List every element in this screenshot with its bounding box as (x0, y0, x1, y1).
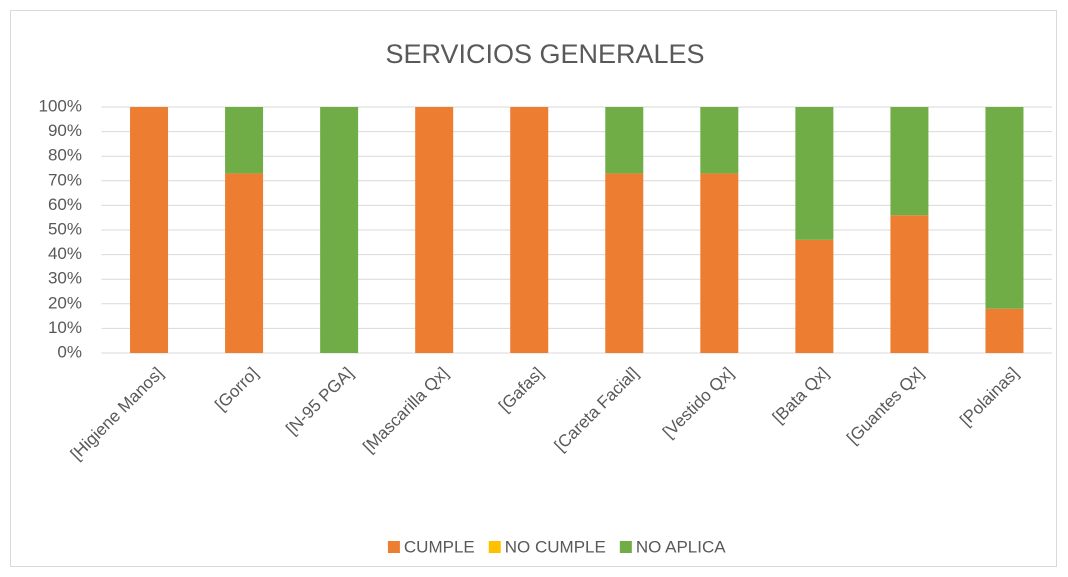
legend-swatch (387, 541, 400, 553)
y-tick-label: 40% (48, 244, 82, 263)
bar-segment (795, 107, 834, 240)
legend-label: NO CUMPLE (505, 537, 606, 556)
legend-swatch (619, 541, 632, 553)
bar-segment (985, 308, 1024, 353)
bar-segment (225, 107, 264, 174)
y-tick-label: 80% (48, 146, 82, 165)
bar-segment (510, 107, 549, 353)
bar-segment (890, 215, 929, 353)
bar-segment (605, 107, 644, 174)
bar-segment (130, 107, 169, 353)
bar-segment (700, 107, 739, 174)
bar-segment (605, 173, 644, 353)
bar-segment (795, 239, 834, 353)
y-tick-label: 90% (48, 121, 82, 140)
y-tick-label: 0% (57, 342, 82, 361)
chart-title: SERVICIOS GENERALES (385, 39, 704, 69)
y-tick-label: 60% (48, 195, 82, 214)
bar-segment (320, 107, 359, 353)
bar-segment (985, 107, 1024, 309)
legend-swatch (488, 541, 501, 553)
y-tick-label: 10% (48, 318, 82, 337)
y-tick-label: 20% (48, 293, 82, 312)
y-tick-label: 100% (39, 96, 82, 115)
y-tick-label: 70% (48, 170, 82, 189)
legend-label: NO APLICA (636, 537, 726, 556)
bar-segment (225, 173, 264, 353)
y-tick-label: 50% (48, 219, 82, 238)
bar-segment (700, 173, 739, 353)
y-tick-label: 30% (48, 269, 82, 288)
bar-segment (890, 107, 929, 216)
bar-segment (415, 107, 454, 353)
legend-label: CUMPLE (404, 537, 475, 556)
